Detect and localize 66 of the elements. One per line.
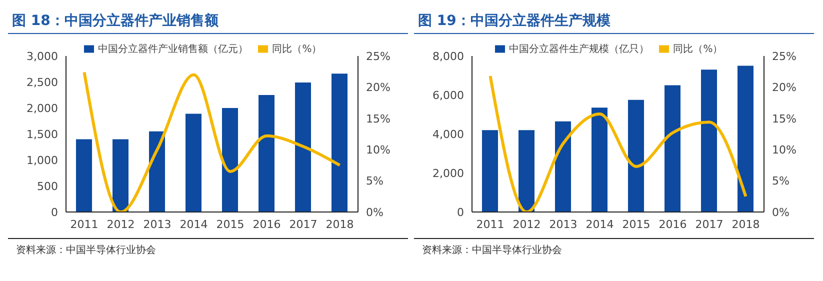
x-tick-label: 2017 [289,218,318,231]
y-tick-label: 500 [37,180,58,193]
y-tick-label: 1,500 [26,128,58,141]
y-tick-label: 4,000 [432,128,464,141]
line-series [488,74,748,212]
text: 资料来源：中国半导体行业协会 [16,244,157,257]
line-series [82,70,342,212]
text: 资料来源：中国半导体行业协会 [422,244,563,257]
bar [222,108,238,212]
x-tick-label: 2013 [143,218,172,231]
x-tick-label: 2014 [180,218,208,231]
y2-tick-label: 20% [772,81,796,94]
y2-tick-label: 5% [772,174,790,188]
y-tick-label: 8,000 [432,50,464,63]
bar [738,66,754,212]
y2-tick-label: 10% [366,144,390,157]
y-tick-label: 2,000 [26,102,58,115]
x-tick-label: 2011 [476,218,504,231]
y-tick-label: 2,000 [432,166,464,180]
bar [149,131,165,212]
y2-tick-label: 10% [772,144,796,157]
x-tick-label: 2016 [658,218,687,231]
x-tick-label: 2018 [326,218,354,231]
x-tick-label: 2015 [216,218,244,231]
x-tick-label: 2015 [622,218,650,231]
bar [332,74,348,212]
bar [295,82,311,212]
bar [701,70,717,212]
x-tick-label: 2013 [549,218,578,231]
y2-tick-label: 15% [772,112,796,126]
chart-title: 图 18：中国分立器件产业销售额 [8,8,408,34]
y2-tick-label: 15% [366,112,390,126]
y2-tick-label: 25% [366,50,390,63]
x-tick-label: 2018 [732,218,760,231]
bar [664,85,680,212]
bar [555,121,571,212]
y2-tick-label: 5% [366,174,384,188]
legend-label: 同比（%） [673,44,723,55]
bar [76,139,92,212]
bar [482,130,498,212]
x-tick-label: 2017 [695,218,724,231]
x-tick-label: 2011 [70,218,98,231]
bar [592,108,608,212]
y2-tick-label: 20% [366,81,390,94]
bar [518,130,534,212]
y-tick-label: 6,000 [432,88,464,102]
x-tick-label: 2016 [252,218,281,231]
y-tick-label: 0 [457,206,464,219]
x-tick-label: 2014 [586,218,614,231]
y2-tick-label: 25% [772,50,796,63]
legend-label: 中国分立器件产业销售额（亿元） [98,44,248,55]
y-tick-label: 3,000 [26,50,58,63]
bar [112,139,128,212]
x-tick-label: 2012 [512,218,541,231]
y-tick-label: 1,000 [26,154,58,167]
bar [186,114,202,212]
y2-tick-label: 0% [366,206,384,219]
y2-tick-label: 0% [772,206,790,219]
y-tick-label: 2,500 [26,76,58,89]
legend-label: 同比（%） [272,44,322,55]
bar [628,100,644,212]
x-tick-label: 2012 [106,218,135,231]
chart-title: 图 19：中国分立器件生产规模 [414,8,814,34]
y-tick-label: 0 [51,206,58,219]
bar [258,95,274,212]
legend-label: 中国分立器件生产规模（亿只） [509,44,650,55]
